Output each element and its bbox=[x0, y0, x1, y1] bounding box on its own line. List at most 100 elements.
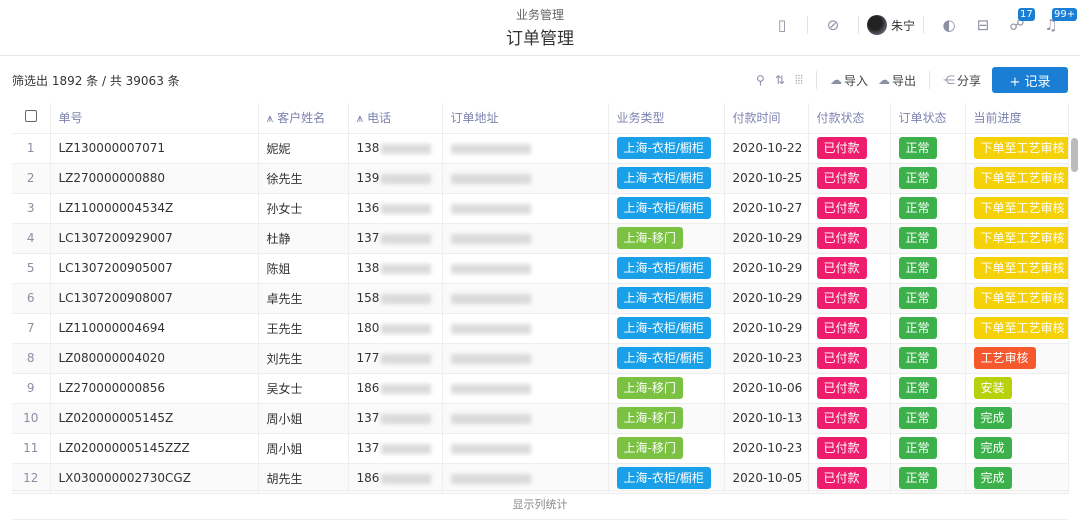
order-id[interactable]: LZ270000000856 bbox=[50, 373, 259, 404]
order-status-tag: 正常 bbox=[898, 167, 937, 189]
column-header[interactable]: 订单地址 bbox=[442, 103, 609, 134]
column-header[interactable]: 当前进度 bbox=[965, 103, 1069, 134]
column-header[interactable]: ⩚ 电话 bbox=[348, 103, 443, 134]
table-row[interactable]: 6 LC1307200908007 卓先生 158 上海-衣柜/橱柜 2020-… bbox=[12, 283, 1069, 314]
column-header[interactable]: 付款时间 bbox=[724, 103, 809, 134]
progress-tag: 下单至工艺审核 bbox=[973, 287, 1067, 309]
order-id[interactable]: LC1307200929007 bbox=[50, 223, 259, 254]
table-row[interactable]: 3 LZ110000004534Z 孙女士 136 上海-衣柜/橱柜 2020-… bbox=[12, 193, 1069, 224]
phone: 137 bbox=[348, 403, 443, 434]
row-number: 12 bbox=[12, 463, 51, 494]
order-status-tag: 正常 bbox=[898, 137, 937, 159]
row-number: 7 bbox=[12, 313, 51, 344]
column-header[interactable]: 订单状态 bbox=[890, 103, 966, 134]
customer-name: 刘先生 bbox=[258, 343, 349, 374]
table-row[interactable]: 4 LC1307200929007 杜静 137 上海-移门 2020-10-2… bbox=[12, 223, 1069, 254]
add-record-button[interactable]: + 记录 bbox=[992, 67, 1068, 93]
payment-status-tag: 已付款 bbox=[816, 227, 867, 249]
table-row[interactable]: 7 LZ110000004694 王先生 180 上海-衣柜/橱柜 2020-1… bbox=[12, 313, 1069, 344]
table-row[interactable]: 10 LZ020000005145Z 周小姐 137 上海-移门 2020-10… bbox=[12, 403, 1069, 434]
globe-icon[interactable]: ◐ bbox=[942, 16, 956, 34]
select-all-checkbox[interactable] bbox=[24, 110, 37, 123]
row-number: 2 bbox=[12, 163, 51, 194]
redacted-phone bbox=[381, 293, 432, 304]
column-stats-toggle[interactable]: 显示列统计 bbox=[12, 490, 1068, 520]
column-header[interactable]: 单号 bbox=[50, 103, 259, 134]
notification-badge: 99+ bbox=[1052, 8, 1078, 21]
order-id[interactable]: LC1307200908007 bbox=[50, 283, 259, 314]
payment-date: 2020-10-27 bbox=[724, 193, 809, 224]
order-id[interactable]: LX030000002730CGZ bbox=[50, 463, 259, 494]
column-header[interactable]: 付款状态 bbox=[808, 103, 891, 134]
bell-icon[interactable]: ♫ 99+ bbox=[1044, 8, 1078, 34]
payment-date: 2020-10-23 bbox=[724, 433, 809, 464]
progress-tag: 下单至工艺审核 bbox=[973, 197, 1067, 219]
business-type-tag: 上海-移门 bbox=[616, 407, 683, 429]
order-status-tag: 正常 bbox=[898, 407, 937, 429]
breadcrumb: 业务管理 bbox=[515, 8, 564, 22]
columns-icon[interactable]: ⦙⦙⦙ bbox=[794, 72, 803, 87]
table-row[interactable]: 8 LZ080000004020 刘先生 177 上海-衣柜/橱柜 2020-1… bbox=[12, 343, 1069, 374]
order-id[interactable]: LZ270000000880 bbox=[50, 163, 259, 194]
redacted-phone bbox=[381, 203, 432, 214]
business-type-tag: 上海-移门 bbox=[616, 377, 683, 399]
row-number: 6 bbox=[12, 283, 51, 314]
table-row[interactable]: 12 LX030000002730CGZ 胡先生 186 上海-衣柜/橱柜 20… bbox=[12, 463, 1069, 494]
table-row[interactable]: 5 LC1307200905007 陈姐 138 上海-衣柜/橱柜 2020-1… bbox=[12, 253, 1069, 284]
mobile-icon[interactable]: ▯ bbox=[777, 16, 787, 34]
table-row[interactable]: 2 LZ270000000880 徐先生 139 上海-衣柜/橱柜 2020-1… bbox=[12, 163, 1069, 194]
payment-date: 2020-10-22 bbox=[724, 133, 809, 164]
order-id[interactable]: LZ020000005145Z bbox=[50, 403, 259, 434]
payment-date: 2020-10-06 bbox=[724, 373, 809, 404]
share-icon: ⋲ bbox=[942, 73, 955, 87]
redacted-address bbox=[450, 143, 531, 154]
redacted-address bbox=[450, 353, 531, 364]
share-button[interactable]: ⋲ 分享 bbox=[942, 73, 981, 88]
payment-date: 2020-10-23 bbox=[724, 343, 809, 374]
order-id[interactable]: LZ020000005145ZZZ bbox=[50, 433, 259, 464]
payment-date: 2020-10-29 bbox=[724, 283, 809, 314]
redacted-phone bbox=[381, 233, 432, 244]
order-id[interactable]: LZ080000004020 bbox=[50, 343, 259, 374]
users-icon[interactable]: ☍ 17 bbox=[1009, 8, 1035, 34]
row-number: 9 bbox=[12, 373, 51, 404]
customer-name: 胡先生 bbox=[258, 463, 349, 494]
payment-status-tag: 已付款 bbox=[816, 197, 867, 219]
phone: 138 bbox=[348, 133, 443, 164]
order-id[interactable]: LZ110000004694 bbox=[50, 313, 259, 344]
order-id[interactable]: LC1307200905007 bbox=[50, 253, 259, 284]
order-status-tag: 正常 bbox=[898, 347, 937, 369]
progress-tag: 下单至工艺审核 bbox=[973, 257, 1067, 279]
column-header[interactable]: 业务类型 bbox=[608, 103, 725, 134]
phone: 186 bbox=[348, 373, 443, 404]
address bbox=[442, 403, 609, 434]
hierarchy-icon: ⩚ bbox=[356, 111, 368, 126]
row-number: 4 bbox=[12, 223, 51, 254]
export-button[interactable]: ☁ 导出 bbox=[877, 73, 916, 88]
progress-tag: 完成 bbox=[973, 467, 1012, 489]
phone: 158 bbox=[348, 283, 443, 314]
avatar bbox=[866, 15, 887, 35]
redacted-address bbox=[450, 473, 531, 484]
payment-date: 2020-10-25 bbox=[724, 163, 809, 194]
scrollbar[interactable] bbox=[1071, 138, 1078, 172]
search-icon[interactable]: ⚲ bbox=[756, 73, 765, 87]
order-id[interactable]: LZ130000007071 bbox=[50, 133, 259, 164]
table-row[interactable]: 11 LZ020000005145ZZZ 周小姐 137 上海-移门 2020-… bbox=[12, 433, 1069, 464]
order-id[interactable]: LZ110000004534Z bbox=[50, 193, 259, 224]
compass-icon[interactable]: ⊘ bbox=[826, 16, 840, 34]
redacted-address bbox=[450, 173, 531, 184]
row-number: 8 bbox=[12, 343, 51, 374]
progress-tag: 完成 bbox=[973, 407, 1012, 429]
briefcase-icon[interactable]: ⊟ bbox=[976, 16, 990, 34]
table-row[interactable]: 1 LZ130000007071 妮妮 138 上海-衣柜/橱柜 2020-10… bbox=[12, 133, 1069, 164]
address bbox=[442, 223, 609, 254]
customer-name: 陈姐 bbox=[258, 253, 349, 284]
column-header[interactable]: ⩚ 客户姓名 bbox=[258, 103, 349, 134]
address bbox=[442, 463, 609, 494]
sort-icon[interactable]: ⇅ bbox=[774, 73, 785, 87]
payment-status-tag: 已付款 bbox=[816, 257, 867, 279]
user-menu[interactable]: 朱宁 bbox=[866, 15, 915, 35]
table-row[interactable]: 9 LZ270000000856 吴女士 186 上海-移门 2020-10-0… bbox=[12, 373, 1069, 404]
import-button[interactable]: ☁ 导入 bbox=[829, 73, 868, 88]
